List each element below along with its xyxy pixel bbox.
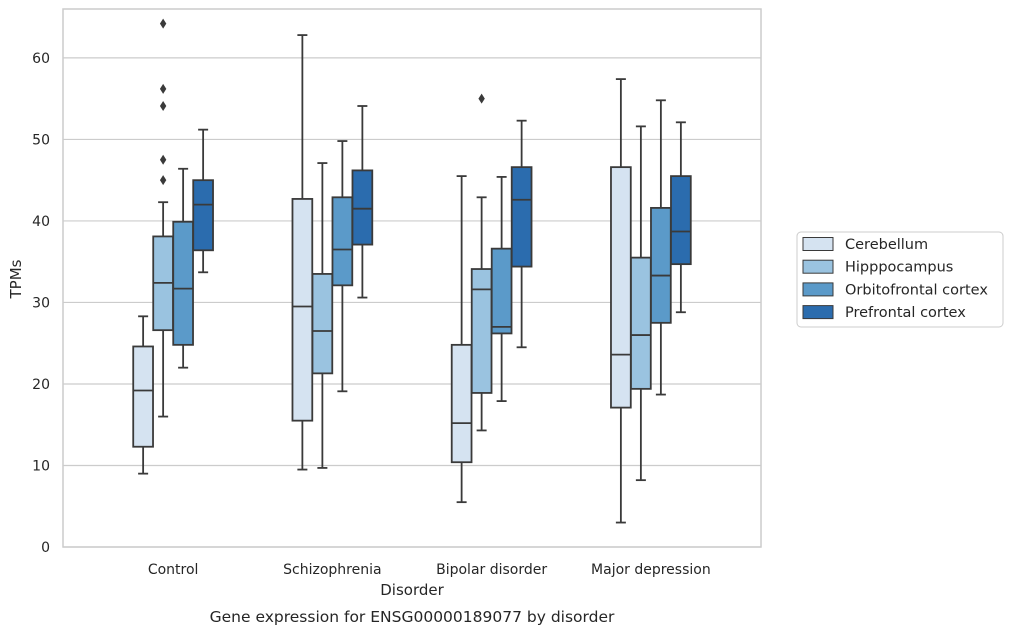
plot-frame (62, 8, 762, 548)
y-tick-label: 10 (32, 458, 50, 474)
outlier-point (159, 101, 167, 112)
box (331, 196, 354, 287)
y-tick-label: 20 (32, 377, 50, 393)
box-group (311, 162, 334, 469)
box-group (490, 176, 513, 402)
outlier-point (159, 175, 167, 186)
box-group (351, 105, 374, 299)
box (291, 198, 314, 422)
box (351, 169, 374, 246)
box-group (630, 125, 652, 482)
box (670, 175, 692, 266)
legend-swatch (802, 237, 834, 251)
outlier-point (478, 93, 485, 104)
box-group (670, 121, 692, 314)
box-group (172, 167, 194, 369)
outlier-point (159, 154, 167, 165)
box-group (470, 93, 493, 432)
boxes (132, 18, 692, 524)
box (490, 247, 513, 335)
box (650, 206, 672, 324)
box (132, 345, 154, 448)
box (450, 343, 473, 464)
box (172, 220, 194, 346)
legend-label: Prefrontal cortex (845, 305, 966, 321)
box (192, 179, 214, 252)
box (630, 256, 652, 390)
box (610, 166, 632, 409)
y-tick-label: 30 (32, 295, 50, 311)
y-tick-label: 50 (32, 132, 50, 148)
legend-frame (796, 231, 1004, 328)
legend-swatch (802, 282, 834, 297)
y-axis-ticks: 0 10 20 30 40 50 60 (32, 51, 50, 556)
y-tick-label: 0 (41, 540, 50, 556)
box-group (192, 128, 214, 274)
x-axis-ticks: Control Schizophrenia Bipolar disorder Majo… (148, 562, 711, 578)
chart-caption: Gene expression for ENSG00000189077 by d… (210, 608, 615, 626)
box (311, 273, 334, 375)
y-tick-label: 60 (32, 51, 50, 67)
x-tick-label: Major depression (591, 562, 711, 578)
box-group (650, 99, 672, 396)
y-tick-label: 40 (32, 214, 50, 230)
outlier-point (159, 83, 167, 94)
box-group (510, 119, 533, 349)
legend: Cerebellum Hipppocampus Orbitofrontal cort… (796, 231, 1004, 328)
x-tick-label: Control (148, 562, 199, 578)
outlier-point (159, 18, 167, 29)
x-axis-label: Disorder (380, 581, 444, 599)
x-tick-label: Schizophrenia (283, 562, 381, 578)
y-axis-label: TPMs (7, 259, 25, 299)
legend-swatch (802, 305, 834, 320)
legend-label: Hipppocampus (845, 260, 953, 276)
legend-label: Cerebellum (845, 237, 928, 253)
box-group (331, 140, 354, 393)
box (510, 166, 533, 268)
legend-swatch (802, 259, 834, 274)
box (470, 268, 493, 394)
legend-label: Orbitofrontal cortex (845, 282, 988, 298)
box-group (450, 175, 473, 504)
x-tick-label: Bipolar disorder (436, 562, 547, 578)
box-group (132, 315, 154, 475)
